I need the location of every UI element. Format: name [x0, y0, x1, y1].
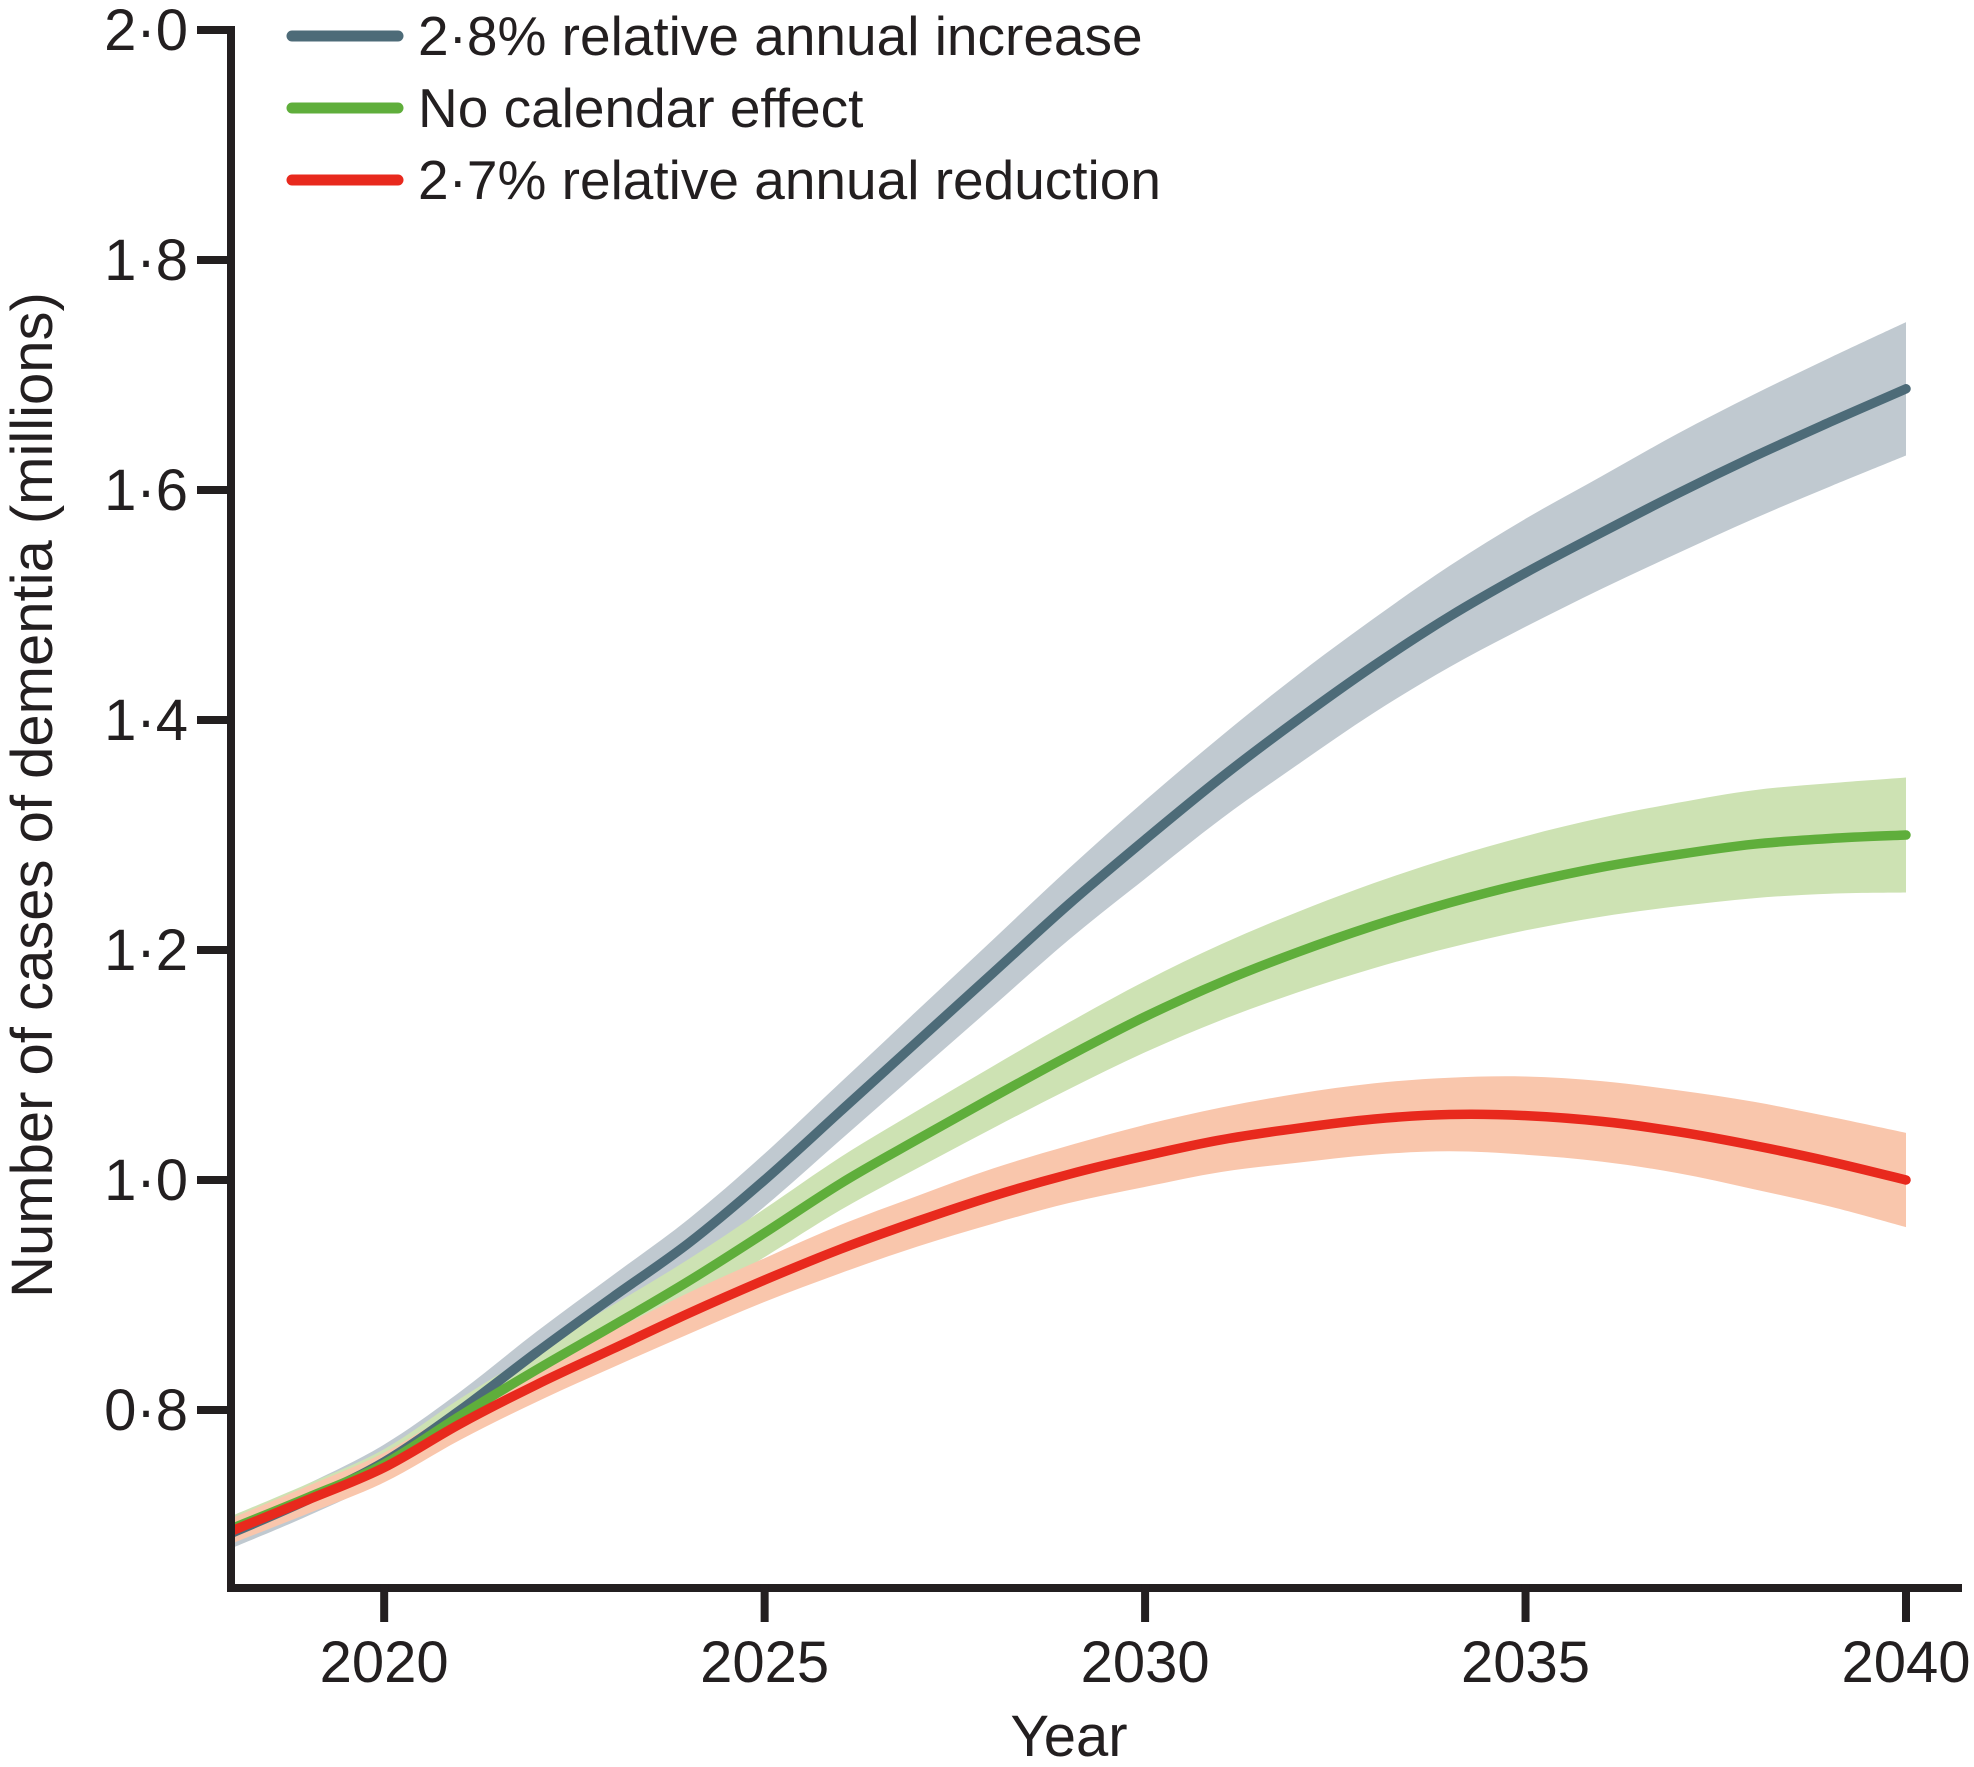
x-tick-label: 2030	[1081, 1630, 1210, 1695]
x-tick-label: 2040	[1841, 1630, 1970, 1695]
legend: 2·8% relative annual increase No calendar…	[286, 5, 1161, 211]
y-tick-label: 0·8	[104, 1378, 188, 1443]
x-axis-title: Year	[1010, 1704, 1127, 1767]
y-tick-label: 1·4	[104, 688, 188, 753]
x-tick-label: 2020	[320, 1630, 449, 1695]
legend-item-increase: 2·8% relative annual increase	[286, 5, 1143, 67]
ci-band-increase	[232, 322, 1906, 1549]
series-lines	[227, 384, 1911, 1538]
x-tick-label: 2035	[1461, 1630, 1590, 1695]
series-line-no-effect	[227, 830, 1911, 1534]
y-tick-label: 1·0	[104, 1148, 188, 1213]
y-axis: 2·0 1·8 1·6 1·4 1·2 1·0 0·8	[104, 0, 235, 1592]
legend-item-reduction: 2·7% relative annual reduction	[286, 149, 1161, 211]
x-axis: 2020 2025 2030 2035 2040	[227, 1584, 1971, 1695]
legend-item-no-effect: No calendar effect	[286, 77, 863, 139]
y-axis-title: Number of cases of dementia (millions)	[0, 292, 65, 1298]
legend-label-no-effect: No calendar effect	[418, 77, 863, 139]
y-tick-label: 1·8	[104, 228, 188, 293]
x-tick-label: 2025	[700, 1630, 829, 1695]
legend-label-increase: 2·8% relative annual increase	[418, 5, 1143, 67]
y-tick-label: 2·0	[104, 0, 188, 63]
series-line-increase	[227, 384, 1911, 1538]
legend-label-reduction: 2·7% relative annual reduction	[418, 149, 1161, 211]
series-line-reduction	[227, 1109, 1911, 1536]
y-tick-label: 1·2	[104, 918, 188, 983]
ci-band-reduction	[232, 1076, 1906, 1544]
y-tick-label: 1·6	[104, 458, 188, 523]
